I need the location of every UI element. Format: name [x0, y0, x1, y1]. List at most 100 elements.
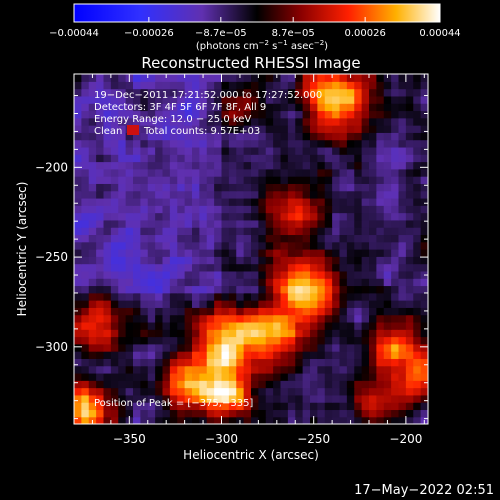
- heatmap-cell: [214, 95, 223, 104]
- heatmap-cell: [391, 219, 400, 228]
- heatmap-cell: [169, 256, 178, 265]
- heatmap-cell: [354, 125, 363, 133]
- heatmap-cell: [236, 380, 245, 389]
- heatmap-cell: [258, 227, 267, 236]
- heatmap-cell: [369, 125, 377, 133]
- heatmap-cell: [317, 329, 326, 338]
- heatmap-cell: [302, 183, 311, 192]
- heatmap-cell: [96, 110, 105, 119]
- heatmap-cell: [265, 227, 274, 236]
- annotation-energy: Energy Range: 12.0 − 25.0 keV: [94, 114, 251, 125]
- heatmap-cell: [81, 256, 90, 265]
- heatmap-cell: [346, 132, 355, 141]
- heatmap-cell: [125, 183, 134, 192]
- heatmap-cell: [391, 81, 400, 90]
- heatmap-cell: [383, 88, 392, 97]
- heatmap-cell: [413, 234, 422, 243]
- heatmap-cell: [88, 336, 97, 345]
- heatmap-cell: [162, 212, 171, 221]
- heatmap-cell: [420, 365, 428, 374]
- heatmap-cell: [162, 292, 171, 301]
- heatmap-cell: [96, 197, 105, 206]
- heatmap-cell: [184, 372, 193, 381]
- heatmap-cell: [140, 183, 149, 192]
- heatmap-cell: [310, 336, 318, 345]
- heatmap-cell: [110, 351, 119, 359]
- heatmap-cell: [155, 380, 164, 389]
- heatmap-cell: [147, 161, 156, 170]
- heatmap-cell: [199, 146, 208, 155]
- heatmap-cell: [376, 183, 385, 192]
- heatmap-cell: [295, 343, 304, 352]
- heatmap-cell: [140, 321, 149, 330]
- heatmap-cell: [369, 351, 377, 359]
- heatmap-cell: [391, 168, 400, 177]
- heatmap-cell: [332, 197, 341, 206]
- heatmap-cell: [162, 234, 171, 243]
- heatmap-cell: [81, 402, 90, 411]
- heatmap-cell: [346, 139, 355, 148]
- heatmap-cell: [324, 161, 333, 170]
- heatmap-cell: [147, 154, 156, 163]
- heatmap-cell: [118, 154, 127, 163]
- heatmap-cell: [81, 351, 90, 359]
- heatmap-cell: [147, 234, 156, 243]
- heatmap-cell: [317, 249, 326, 257]
- heatmap-cell: [295, 409, 304, 418]
- heatmap-cell: [383, 161, 392, 170]
- heatmap-cell: [273, 285, 282, 294]
- heatmap-cell: [236, 314, 245, 323]
- heatmap-cell: [265, 190, 274, 199]
- heatmap-cell: [162, 278, 171, 287]
- heatmap-cell: [339, 227, 348, 236]
- heatmap-cell: [369, 263, 377, 272]
- heatmap-cell: [206, 103, 215, 112]
- heatmap-cell: [287, 270, 296, 279]
- heatmap-cell: [280, 329, 289, 338]
- heatmap-cell: [332, 270, 341, 279]
- heatmap-cell: [147, 241, 156, 250]
- heatmap-cell: [169, 402, 178, 411]
- heatmap-cell: [74, 285, 82, 294]
- heatmap-cell: [74, 132, 82, 141]
- heatmap-cell: [155, 95, 164, 104]
- heatmap-cell: [81, 394, 90, 403]
- heatmap-cell: [413, 365, 422, 374]
- heatmap-cell: [295, 402, 304, 411]
- heatmap-cell: [184, 154, 193, 163]
- heatmap-cell: [74, 227, 82, 236]
- heatmap-cell: [118, 190, 127, 199]
- heatmap-cell: [74, 95, 82, 104]
- heatmap-cell: [228, 321, 237, 330]
- heatmap-cell: [339, 161, 348, 170]
- heatmap-cell: [118, 314, 127, 323]
- heatmap-cell: [103, 168, 112, 177]
- heatmap-cell: [413, 95, 422, 104]
- heatmap-cell: [258, 365, 267, 374]
- heatmap-cell: [369, 95, 377, 104]
- heatmap-cell: [162, 125, 171, 133]
- heatmap-cell: [110, 197, 119, 206]
- heatmap-cell: [383, 212, 392, 221]
- heatmap-cell: [155, 176, 164, 184]
- heatmap-cell: [280, 278, 289, 287]
- heatmap-cell: [88, 241, 97, 250]
- heatmap-cell: [391, 176, 400, 184]
- heatmap-cell: [324, 146, 333, 155]
- heatmap-cell: [169, 95, 178, 104]
- heatmap-cell: [346, 95, 355, 104]
- heatmap-cell: [280, 154, 289, 163]
- heatmap-cell: [280, 117, 289, 126]
- heatmap-cell: [184, 212, 193, 221]
- heatmap-cell: [413, 117, 422, 126]
- heatmap-cell: [420, 351, 428, 359]
- heatmap-cell: [295, 321, 304, 330]
- heatmap-cell: [273, 176, 282, 184]
- heatmap-cell: [228, 81, 237, 90]
- heatmap-cell: [332, 380, 341, 389]
- heatmap-cell: [405, 285, 414, 294]
- heatmap-cell: [88, 227, 97, 236]
- heatmap-cell: [169, 300, 178, 308]
- heatmap-cell: [214, 117, 223, 126]
- heatmap-cell: [317, 88, 326, 97]
